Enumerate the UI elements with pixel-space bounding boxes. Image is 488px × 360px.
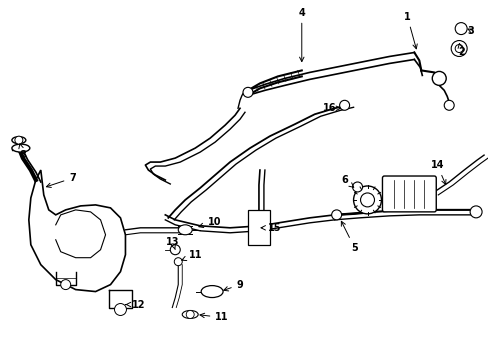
- Circle shape: [443, 100, 453, 110]
- Polygon shape: [29, 170, 125, 292]
- Circle shape: [454, 45, 462, 53]
- Ellipse shape: [182, 310, 198, 319]
- Text: 15: 15: [261, 223, 281, 233]
- Circle shape: [331, 210, 341, 220]
- Text: 12: 12: [126, 300, 145, 310]
- Text: 9: 9: [224, 280, 243, 291]
- Text: 10: 10: [199, 217, 222, 228]
- Text: 3: 3: [467, 26, 473, 36]
- Text: 11: 11: [182, 250, 202, 261]
- Text: 11: 11: [200, 312, 228, 323]
- Circle shape: [186, 310, 194, 319]
- Circle shape: [360, 193, 374, 207]
- Ellipse shape: [178, 225, 192, 235]
- Text: 2: 2: [457, 44, 464, 58]
- Circle shape: [431, 71, 446, 85]
- Circle shape: [450, 41, 466, 57]
- Bar: [247, 210, 269, 245]
- Text: 14: 14: [429, 160, 445, 184]
- Circle shape: [174, 258, 182, 266]
- Text: 6: 6: [341, 175, 353, 187]
- Circle shape: [352, 182, 362, 192]
- Ellipse shape: [201, 285, 223, 298]
- Circle shape: [61, 280, 71, 289]
- Circle shape: [454, 23, 466, 35]
- Text: 4: 4: [298, 8, 305, 62]
- Circle shape: [339, 100, 349, 110]
- Text: 1: 1: [403, 12, 416, 49]
- Text: 16: 16: [322, 103, 340, 113]
- Text: 7: 7: [46, 173, 76, 188]
- Ellipse shape: [12, 144, 30, 152]
- Text: 8: 8: [19, 144, 26, 160]
- Text: 5: 5: [341, 221, 357, 253]
- Circle shape: [170, 245, 180, 255]
- Circle shape: [353, 186, 381, 214]
- Circle shape: [243, 87, 252, 97]
- Text: 13: 13: [165, 237, 179, 249]
- Circle shape: [114, 303, 126, 315]
- Circle shape: [15, 136, 23, 144]
- Ellipse shape: [12, 137, 26, 144]
- Circle shape: [469, 206, 481, 218]
- FancyBboxPatch shape: [382, 176, 435, 212]
